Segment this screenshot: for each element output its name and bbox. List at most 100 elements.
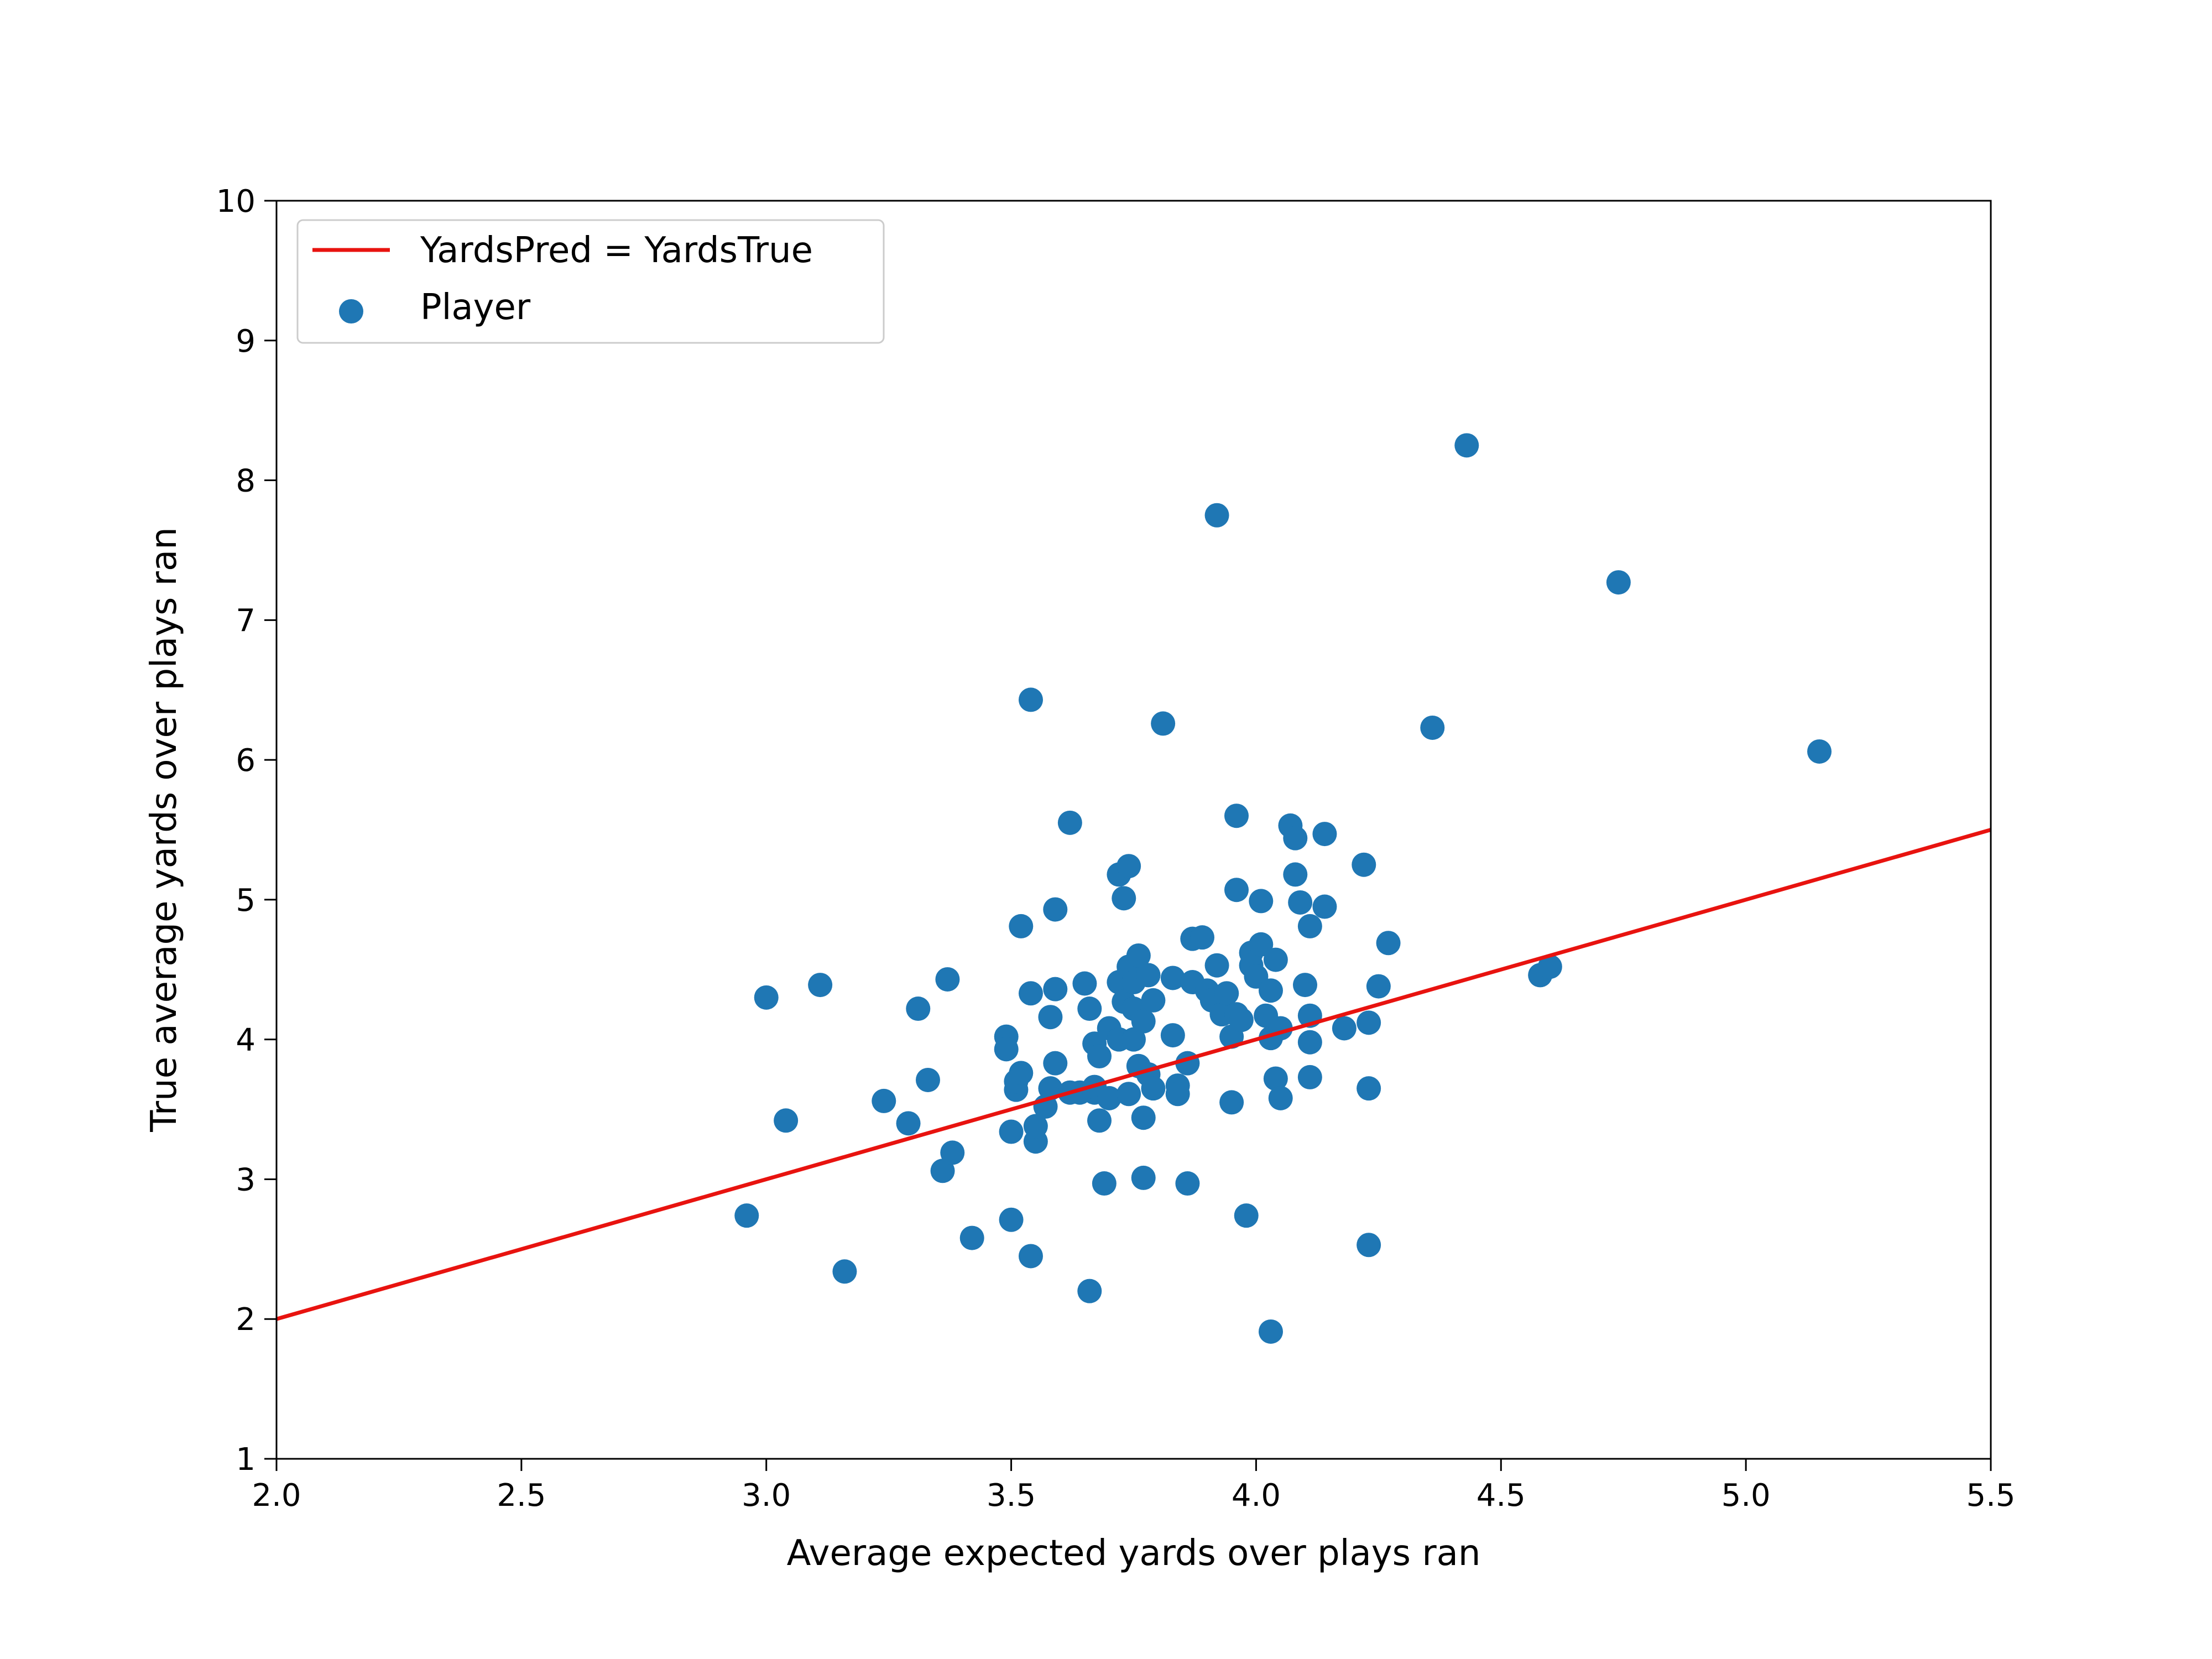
y-tick-label: 8: [236, 463, 255, 499]
player-point: [1019, 1244, 1043, 1269]
player-point: [832, 1259, 857, 1284]
player-point: [1131, 1009, 1156, 1034]
player-point: [1136, 963, 1161, 988]
player-point: [1259, 1319, 1283, 1344]
y-tick-label: 1: [236, 1442, 255, 1478]
player-point: [1219, 1090, 1244, 1115]
player-point: [1072, 971, 1097, 996]
player-point: [1312, 822, 1337, 847]
player-point: [1263, 947, 1288, 972]
player-point: [959, 1225, 984, 1250]
plot-area: [275, 200, 1992, 1460]
x-axis-label: Average expected yards over plays ran: [787, 1533, 1481, 1574]
y-tick-label: 9: [236, 324, 255, 359]
player-point: [1151, 711, 1176, 736]
player-point: [1249, 932, 1274, 957]
legend-line-label: YardsPred = YardsTrue: [420, 230, 813, 271]
plot-frame: [275, 200, 1992, 1460]
player-point: [1268, 1086, 1293, 1110]
player-point: [774, 1108, 799, 1133]
x-tick-label: 2.5: [497, 1478, 546, 1514]
player-point: [1019, 981, 1043, 1006]
player-point: [1160, 1023, 1185, 1048]
player-point: [1357, 1233, 1381, 1258]
x-tick-label: 2.0: [252, 1478, 301, 1514]
player-point: [1259, 978, 1283, 1003]
player-point: [1297, 1065, 1322, 1089]
y-tick-label: 10: [216, 184, 255, 220]
player-point: [1420, 715, 1445, 740]
player-point: [1043, 897, 1068, 922]
player-point: [994, 1037, 1019, 1062]
player-point: [1165, 1082, 1190, 1107]
player-point: [1175, 1171, 1200, 1196]
player-point: [1087, 1044, 1112, 1068]
player-point: [1077, 1279, 1102, 1303]
player-point: [1224, 804, 1249, 828]
player-point: [1249, 889, 1274, 914]
y-axis: 1 2 3 4 5 6 7 8 9 10: [216, 184, 276, 1478]
legend-point-swatch: [339, 299, 363, 324]
player-point: [1126, 943, 1151, 968]
player-point: [1204, 503, 1229, 528]
player-point: [935, 967, 960, 992]
player-point: [1352, 852, 1376, 877]
player-point: [1283, 826, 1308, 851]
x-tick-label: 5.5: [1966, 1478, 2015, 1514]
player-point: [1332, 1016, 1357, 1041]
player-point: [1229, 1008, 1254, 1032]
legend-point-label: Player: [420, 287, 531, 328]
y-tick-label: 4: [236, 1022, 255, 1058]
reference-line-layer: [276, 828, 1991, 1321]
player-point: [808, 973, 833, 998]
player-point: [1224, 878, 1249, 902]
player-point: [1112, 886, 1136, 911]
player-point: [940, 1140, 965, 1165]
player-point: [1019, 687, 1043, 712]
player-point: [1263, 1066, 1288, 1091]
player-point: [1131, 1105, 1156, 1130]
x-tick-label: 4.5: [1477, 1478, 1526, 1514]
player-point: [1312, 894, 1337, 919]
player-point: [1454, 433, 1479, 458]
y-tick-label: 7: [236, 603, 255, 639]
legend: YardsPred = YardsTrue Player: [296, 219, 885, 344]
player-point: [1606, 570, 1631, 595]
player-point: [1057, 810, 1082, 835]
y-tick-label: 3: [236, 1162, 255, 1198]
player-point: [1023, 1114, 1048, 1139]
player-point: [916, 1067, 940, 1092]
player-point: [1043, 1051, 1068, 1076]
player-point: [1043, 977, 1068, 1001]
player-point: [906, 997, 931, 1021]
player-point: [1376, 931, 1401, 956]
player-point: [999, 1119, 1024, 1144]
player-point: [754, 985, 779, 1010]
player-point: [930, 1159, 955, 1183]
player-point: [896, 1111, 921, 1136]
y-tick-label: 5: [236, 883, 255, 919]
player-point: [1092, 1171, 1117, 1196]
x-tick-label: 5.0: [1721, 1478, 1771, 1514]
reference-line: [276, 828, 1991, 1321]
player-point: [1204, 953, 1229, 978]
player-point: [1117, 854, 1141, 879]
player-point: [1234, 1203, 1259, 1228]
x-tick-label: 3.0: [742, 1478, 791, 1514]
x-axis: 2.0 2.5 3.0 3.5 4.0 4.5 5.0 5.5: [252, 1459, 2016, 1514]
player-point: [1293, 973, 1317, 998]
player-point: [1038, 1005, 1063, 1030]
player-point: [1357, 1076, 1381, 1101]
player-point: [1097, 1086, 1121, 1110]
player-point: [1087, 1108, 1112, 1133]
y-axis-label: True average yards over plays ran: [144, 527, 185, 1133]
player-point: [1141, 1076, 1166, 1101]
player-point: [1009, 1061, 1034, 1086]
player-point: [1297, 914, 1322, 938]
x-tick-label: 4.0: [1232, 1478, 1281, 1514]
y-tick-label: 6: [236, 743, 255, 779]
player-point: [872, 1088, 896, 1113]
player-point: [1283, 862, 1308, 887]
player-point: [1357, 1010, 1381, 1035]
